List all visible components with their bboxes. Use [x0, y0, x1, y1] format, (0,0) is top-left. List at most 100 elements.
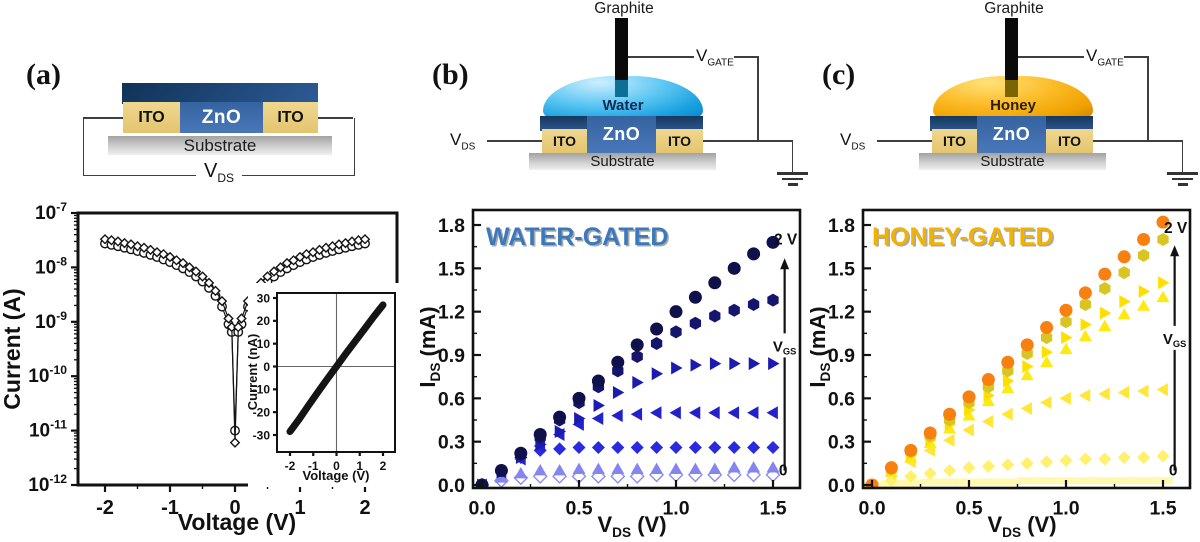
svg-text:0.3: 0.3 — [438, 432, 465, 454]
water-label: Water — [602, 97, 644, 114]
svg-text:0: 0 — [1169, 463, 1178, 480]
wire-vgate-b-down — [757, 56, 759, 142]
vgate-base-c: V — [1086, 46, 1098, 65]
svg-text:1.2: 1.2 — [828, 302, 855, 324]
gate-voltage-arrow: VGS 2 V 0 — [773, 231, 798, 479]
zno-label-a: ZnO — [201, 106, 242, 128]
wire-a-left-stub — [83, 117, 123, 119]
svg-text:-1: -1 — [308, 459, 319, 473]
axes: 0.0 0.5 1.0 1.5 0.0 0.3 0.6 0.9 1.2 1.5 1.8 — [828, 215, 1177, 519]
series-VGS-level-5-of-7 — [477, 357, 780, 488]
vds-base-c: V — [840, 130, 852, 149]
svg-text:1.0: 1.0 — [662, 498, 689, 520]
vgate-label-b: VGATE — [696, 46, 734, 69]
series-layer — [286, 301, 387, 436]
svg-text:VGS: VGS — [773, 338, 796, 356]
panel-c-label: (c) — [822, 58, 856, 91]
svg-text:IDS (mA): IDS (mA) — [810, 306, 833, 387]
wire-ito-c — [1093, 140, 1183, 142]
substrate-a: Substrate — [108, 136, 332, 155]
graphite-label-b: Graphite — [594, 0, 654, 17]
svg-text:0.9: 0.9 — [438, 345, 465, 367]
water-output-plot: 0.0 0.5 1.0 1.5 0.0 0.3 0.6 0.9 1.2 1.5 1.8 VDS (V)… — [420, 208, 802, 540]
svg-text:30: 30 — [257, 291, 271, 305]
svg-text:0.9: 0.9 — [828, 345, 855, 367]
vds-base-a: V — [203, 160, 218, 182]
svg-text:10: 10 — [257, 337, 271, 351]
svg-text:1: 1 — [294, 497, 305, 519]
graphite-label-c: Graphite — [984, 0, 1044, 17]
zno-label-b: ZnO — [602, 124, 641, 144]
wire-ground-c — [1181, 140, 1184, 173]
series-layer — [863, 215, 1173, 488]
wire-vds-b — [487, 140, 542, 142]
zno-film-a — [122, 83, 318, 104]
wire-vgate-b-2 — [734, 56, 758, 58]
svg-text:0: 0 — [333, 459, 340, 473]
svg-text:2: 2 — [380, 459, 387, 473]
vds-label-c: VDS — [840, 130, 866, 153]
wire-vgate-c-1 — [1018, 56, 1084, 58]
iv-curve-plot: -2 -1 0 1 210-710-810-910-1010-1110-12Voltag… — [0, 200, 399, 535]
svg-text:-30: -30 — [253, 428, 271, 442]
wire-vgate-c-2 — [1124, 56, 1148, 58]
annotation: HONEY-GATED — [872, 223, 1054, 251]
vds-sub-c: DS — [851, 141, 866, 153]
water-droplet: Water — [543, 76, 703, 118]
annotation-shadow: WATER-GATED — [488, 225, 670, 253]
panel-a-label: (a) — [26, 58, 61, 91]
wire-vgate-b-1 — [628, 56, 694, 58]
vds-label-b: VDS — [450, 130, 476, 153]
svg-text:0.0: 0.0 — [438, 475, 465, 497]
graphite-rod-submerged-b — [615, 80, 628, 97]
series-sweep-open-diamonds — [99, 233, 371, 448]
wire-vgate-c-down — [1147, 56, 1149, 142]
honey-droplet: Honey — [933, 76, 1093, 118]
svg-text:-20: -20 — [253, 405, 271, 419]
zno-channel-a: ZnO — [180, 102, 263, 133]
wire-ground-b — [791, 140, 794, 173]
svg-text:20: 20 — [257, 314, 271, 328]
graphite-rod-b — [615, 18, 628, 80]
svg-text:0: 0 — [263, 360, 270, 374]
svg-text:-1: -1 — [161, 497, 179, 519]
svg-text:0.0: 0.0 — [468, 498, 495, 520]
ito-right-c: ITO — [1046, 129, 1093, 153]
series-VGS-level-2-of-7 — [865, 449, 1170, 488]
svg-text:0.6: 0.6 — [828, 388, 855, 410]
svg-text:10-7: 10-7 — [35, 200, 67, 224]
series-linear-iv-band — [286, 301, 387, 436]
svg-text:10-10: 10-10 — [28, 363, 67, 387]
graphite-rod-submerged-c — [1005, 80, 1018, 97]
svg-text:1.8: 1.8 — [828, 215, 855, 237]
vds-sub-a: DS — [217, 171, 234, 185]
svg-text:-2: -2 — [96, 497, 114, 519]
honey-label: Honey — [990, 97, 1036, 114]
vgate-base-b: V — [696, 46, 708, 65]
vds-base-b: V — [450, 130, 462, 149]
svg-text:1.5: 1.5 — [759, 498, 786, 520]
svg-text:VDS (V): VDS (V) — [987, 512, 1056, 540]
wire-vds-c — [877, 140, 932, 142]
svg-text:0: 0 — [229, 497, 240, 519]
svg-text:0: 0 — [779, 463, 788, 480]
graphite-rod-c — [1005, 18, 1018, 80]
svg-text:IDS (mA): IDS (mA) — [420, 306, 443, 387]
svg-text:2 V: 2 V — [1164, 220, 1188, 237]
vds-sub-b: DS — [461, 141, 476, 153]
svg-text:10-8: 10-8 — [35, 254, 67, 278]
svg-text:0.0: 0.0 — [828, 475, 855, 497]
svg-text:0.5: 0.5 — [955, 498, 982, 520]
substrate-b: Substrate — [529, 153, 716, 170]
svg-text:Current (A): Current (A) — [0, 288, 25, 409]
axes: 0.0 0.5 1.0 1.5 0.0 0.3 0.6 0.9 1.2 1.5 1.8 — [438, 215, 787, 519]
svg-text:1.5: 1.5 — [1149, 498, 1176, 520]
ito-right-a: ITO — [263, 102, 318, 133]
zno-label-c: ZnO — [992, 124, 1031, 144]
series-VGS-level-2-of-7 — [476, 461, 780, 488]
svg-text:Voltage (V): Voltage (V) — [178, 509, 296, 535]
svg-text:-2: -2 — [285, 459, 296, 473]
